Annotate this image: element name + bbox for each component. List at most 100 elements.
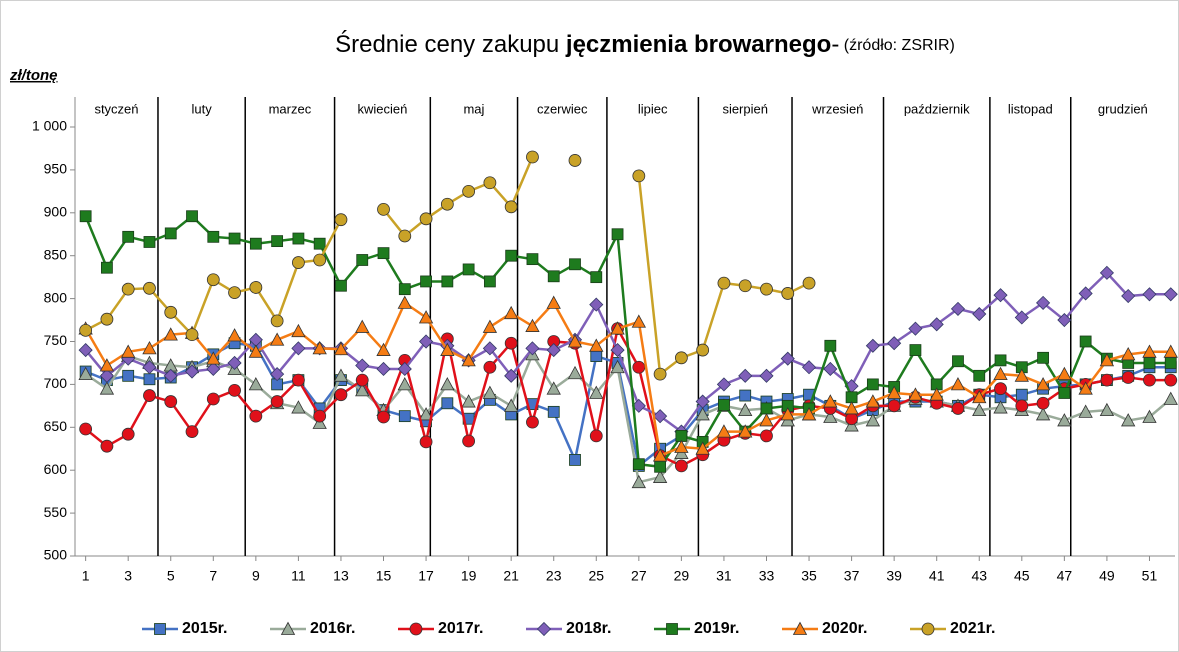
series-line <box>84 351 1172 484</box>
marker <box>738 424 753 438</box>
marker <box>526 253 539 266</box>
marker <box>503 398 519 412</box>
marker <box>143 281 156 295</box>
marker <box>355 358 370 373</box>
marker <box>844 401 859 415</box>
marker <box>666 623 678 635</box>
marker <box>397 361 412 377</box>
month-label: grudzień <box>1098 101 1148 116</box>
marker <box>610 343 625 358</box>
x-tick-label: 47 <box>1057 568 1073 584</box>
marker <box>206 361 221 377</box>
marker <box>781 287 795 300</box>
marker <box>419 435 433 449</box>
marker <box>674 439 689 453</box>
marker <box>154 623 166 635</box>
marker <box>100 312 114 326</box>
marker <box>462 263 475 276</box>
marker <box>313 409 327 423</box>
x-tick-label: 7 <box>209 568 217 584</box>
marker <box>632 360 646 374</box>
marker <box>611 228 624 241</box>
marker <box>738 402 753 417</box>
marker <box>185 328 199 342</box>
marker <box>865 394 881 408</box>
marker <box>505 249 518 262</box>
marker <box>994 382 1007 396</box>
marker <box>79 323 93 337</box>
marker <box>865 338 880 353</box>
marker <box>1014 310 1029 325</box>
marker <box>972 402 987 417</box>
marker <box>143 236 156 248</box>
marker <box>1078 286 1093 301</box>
marker <box>100 439 114 453</box>
marker <box>1100 373 1114 387</box>
marker <box>376 361 391 377</box>
marker <box>590 350 603 362</box>
marker <box>185 425 199 438</box>
marker <box>482 319 498 333</box>
legend-label: 2016r. <box>310 620 355 637</box>
marker <box>1163 287 1178 302</box>
marker <box>292 232 305 245</box>
title-bold: jęczmienia browarnego <box>565 31 831 58</box>
marker <box>461 394 476 408</box>
month-label: luty <box>191 101 212 116</box>
marker <box>716 377 732 392</box>
marker <box>462 434 476 448</box>
marker <box>1078 381 1093 395</box>
y-tick-label: 750 <box>44 332 68 348</box>
x-tick-label: 21 <box>503 568 519 584</box>
marker <box>738 368 753 383</box>
marker <box>398 283 411 296</box>
marker <box>313 253 327 267</box>
marker <box>291 341 306 356</box>
marker <box>695 407 710 421</box>
marker <box>526 415 539 429</box>
marker <box>377 202 390 216</box>
marker <box>993 288 1008 303</box>
legend-label: 2015r. <box>182 620 227 637</box>
marker <box>334 388 348 402</box>
month-label: lipiec <box>638 101 668 116</box>
marker <box>1035 377 1051 391</box>
marker <box>631 474 647 489</box>
marker <box>801 407 817 421</box>
marker <box>1078 404 1093 418</box>
marker <box>441 397 454 410</box>
marker <box>695 394 710 409</box>
marker <box>292 373 305 387</box>
x-tick-label: 13 <box>333 568 349 584</box>
legend-label: 2019r. <box>694 620 739 637</box>
x-tick-label: 19 <box>461 568 477 584</box>
y-tick-label: 500 <box>44 547 68 563</box>
x-tick-label: 41 <box>929 568 945 584</box>
marker <box>1014 368 1029 382</box>
marker <box>994 354 1007 367</box>
marker <box>780 407 795 421</box>
marker <box>483 360 497 374</box>
marker <box>441 275 454 288</box>
marker <box>101 261 113 274</box>
marker <box>717 276 731 290</box>
marker <box>398 410 411 423</box>
marker <box>376 342 391 356</box>
marker <box>270 314 284 328</box>
marker <box>1142 344 1157 358</box>
marker <box>1057 413 1072 427</box>
marker <box>1099 353 1115 367</box>
marker <box>632 169 646 183</box>
month-label: czerwiec <box>537 101 588 116</box>
marker <box>164 227 177 240</box>
marker <box>590 271 603 284</box>
marker <box>333 368 349 382</box>
month-label: listopad <box>1008 101 1053 116</box>
marker <box>398 229 412 243</box>
month-label: wrzesień <box>811 101 863 116</box>
x-tick-label: 45 <box>1014 568 1030 584</box>
marker <box>993 366 1008 381</box>
series-line <box>85 341 1171 469</box>
marker <box>1057 312 1072 328</box>
